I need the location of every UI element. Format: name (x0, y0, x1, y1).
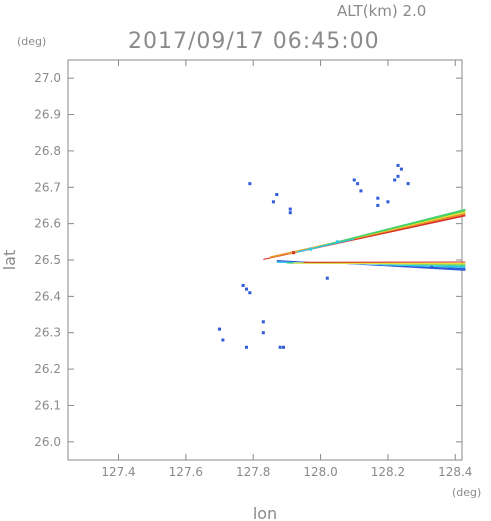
x-tick-label: 127.8 (236, 465, 270, 479)
altitude-label: ALT(km) 2.0 (337, 2, 426, 20)
echo-point (335, 240, 339, 244)
echo-point (261, 331, 265, 335)
y-tick-label: 26.8 (34, 144, 61, 158)
y-tick-label: 26.9 (34, 108, 61, 122)
radar-echo-layer (218, 163, 466, 349)
echo-point (278, 345, 282, 349)
echo-point (308, 247, 312, 251)
echo-point (288, 211, 292, 215)
x-tick-label: 128.2 (371, 465, 405, 479)
echo-point (221, 338, 225, 342)
echo-point (218, 327, 222, 331)
echo-point (282, 345, 286, 349)
x-unit-label: (deg) (452, 486, 481, 499)
y-tick-label: 26.5 (34, 253, 61, 267)
plot-frame (67, 59, 463, 461)
y-unit-label: (deg) (17, 35, 46, 48)
echo-band (297, 238, 355, 253)
y-tick-label: 26.1 (34, 398, 61, 412)
echo-point (275, 193, 279, 197)
echo-point (244, 287, 248, 291)
x-axis: 127.4 127.6 127.8 128.0 128.2 128.4 (101, 60, 472, 479)
echo-point (430, 265, 434, 269)
y-tick-label: 27.0 (34, 71, 61, 85)
echo-point (352, 178, 356, 182)
echo-point (292, 251, 296, 255)
echo-band (293, 262, 466, 265)
echo-point (396, 174, 400, 178)
y-tick-label: 26.6 (34, 217, 61, 231)
echo-point (248, 291, 252, 295)
chart-title: 2017/09/17 06:45:00 (128, 29, 380, 54)
echo-point (359, 189, 363, 193)
x-tick-label: 127.4 (101, 465, 135, 479)
echo-band (303, 261, 466, 263)
echo-point (248, 182, 252, 186)
y-axis-label: lat (0, 250, 19, 271)
echo-point (271, 200, 275, 204)
echo-point (399, 167, 403, 171)
echo-point (406, 182, 410, 186)
echo-point (325, 276, 329, 280)
echo-point (244, 345, 248, 349)
x-tick-label: 128.0 (303, 465, 337, 479)
y-tick-label: 26.0 (34, 435, 61, 449)
x-tick-label: 128.4 (438, 465, 472, 479)
x-tick-label: 127.6 (169, 465, 203, 479)
echo-point (288, 207, 292, 211)
y-tick-label: 26.3 (34, 326, 61, 340)
echo-point (386, 200, 390, 204)
echo-point (376, 196, 380, 200)
echo-point (356, 182, 360, 186)
echo-point (393, 178, 397, 182)
echo-point (376, 203, 380, 207)
y-tick-label: 26.4 (34, 289, 61, 303)
echo-point (241, 283, 245, 287)
x-axis-label: lon (253, 504, 277, 521)
echo-band (303, 208, 466, 251)
y-tick-label: 26.7 (34, 180, 61, 194)
echo-point (261, 320, 265, 324)
y-tick-label: 26.2 (34, 362, 61, 376)
y-axis: 26.0 26.1 26.2 26.3 26.4 26.5 26.6 26.7 26.8 26.9… (34, 71, 462, 449)
echo-point (396, 163, 400, 167)
